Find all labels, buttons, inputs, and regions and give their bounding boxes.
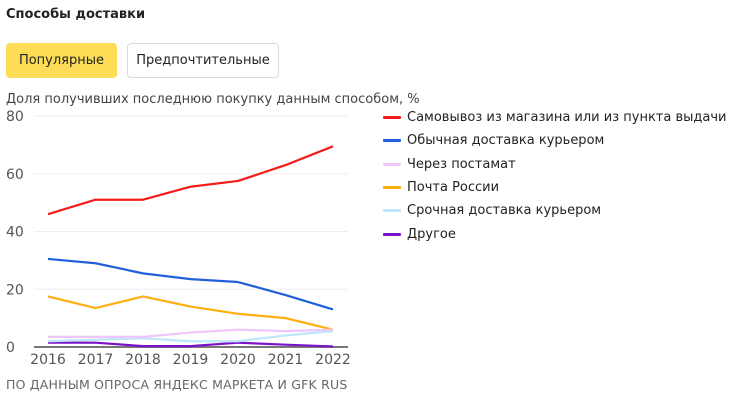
legend: Самовывоз из магазина или из пункта выда… — [383, 106, 726, 246]
tab-popular[interactable]: Популярные — [6, 43, 117, 78]
legend-label: Через постамат — [407, 156, 516, 172]
series-line[interactable] — [47, 257, 334, 311]
legend-label: Обычная доставка курьером — [407, 133, 605, 149]
tab-preferred[interactable]: Предпочтительные — [127, 43, 279, 78]
x-tick-label: 2018 — [125, 352, 161, 368]
legend-item[interactable]: Другое — [383, 222, 726, 245]
x-tick-label: 2019 — [173, 352, 209, 368]
series-line[interactable] — [47, 330, 334, 343]
legend-swatch — [383, 162, 401, 166]
page-title: Способы доставки — [6, 7, 146, 22]
series-line[interactable] — [48, 328, 334, 338]
x-tick-label: 2021 — [268, 352, 304, 368]
legend-swatch — [383, 232, 401, 236]
legend-label: Почта России — [407, 180, 500, 196]
legend-swatch — [383, 139, 401, 143]
legend-item[interactable]: Срочная доставка курьером — [383, 199, 726, 222]
series-line[interactable] — [47, 145, 334, 216]
series-line[interactable] — [48, 341, 334, 348]
legend-label: Срочная доставка курьером — [407, 203, 602, 219]
legend-swatch — [383, 116, 401, 120]
y-axis-label: Доля получивших последнюю покупку данным… — [6, 92, 420, 107]
legend-item[interactable]: Обычная доставка курьером — [383, 129, 726, 152]
x-tick-label: 2017 — [78, 352, 114, 368]
y-tick-label: 80 — [6, 109, 24, 125]
legend-item[interactable]: Через постамат — [383, 153, 726, 176]
legend-swatch — [383, 186, 401, 190]
series-line[interactable] — [47, 295, 334, 331]
y-tick-label: 0 — [6, 340, 15, 356]
y-tick-label: 40 — [6, 225, 24, 241]
y-tick-label: 60 — [6, 167, 24, 183]
legend-item[interactable]: Самовывоз из магазина или из пункта выда… — [383, 106, 726, 129]
legend-item[interactable]: Почта России — [383, 176, 726, 199]
legend-label: Другое — [407, 226, 456, 242]
x-tick-label: 2016 — [30, 352, 66, 368]
x-tick-label: 2020 — [220, 352, 256, 368]
legend-swatch — [383, 209, 401, 213]
y-tick-label: 20 — [6, 282, 24, 298]
x-tick-label: 2022 — [315, 352, 351, 368]
source-note: ПО ДАННЫМ ОПРОСА ЯНДЕКС МАРКЕТА И GFK RU… — [6, 377, 348, 392]
legend-label: Самовывоз из магазина или из пункта выда… — [407, 110, 727, 126]
